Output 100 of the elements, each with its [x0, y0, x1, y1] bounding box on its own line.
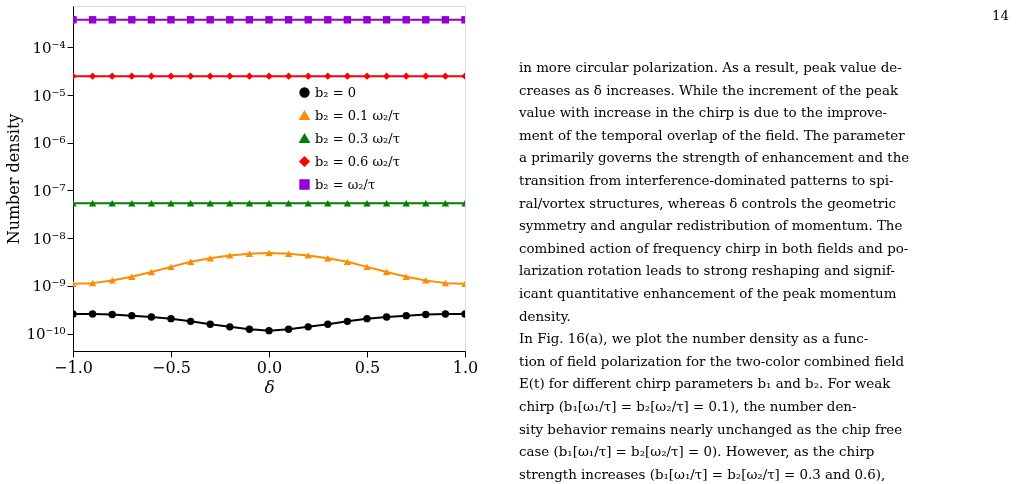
x-tick-label: 1.0 [452, 357, 479, 377]
point [402, 16, 410, 24]
x-tick-label: −1.0 [54, 357, 93, 377]
point [382, 72, 391, 80]
text: icant quantitative enhancement of the peak momentum [519, 286, 897, 301]
text: creases as δ increases. While the increment of the peak [519, 82, 899, 98]
point [226, 252, 234, 259]
y-tick-label: 10⁻⁷ [32, 181, 66, 200]
text: combined action of frequency chirp in both fields and po- [519, 240, 909, 256]
text: case (b₁[ω₁/τ] = b₂[ω₂/τ] = 0). However, as the chirp [519, 444, 875, 460]
point [167, 314, 175, 323]
point [441, 72, 450, 80]
legend-label: b₂ = 0.6 ω₂/τ [315, 153, 400, 169]
y-tick-label: 10⁻¹⁰ [26, 325, 66, 344]
point [363, 263, 371, 271]
point [422, 277, 430, 284]
text: symmetry and angular redistribution of momentum. The [519, 218, 903, 234]
text: ral/vortex structures, whereas δ controls the geometric [519, 195, 896, 211]
point [343, 317, 352, 326]
point [128, 311, 136, 320]
text: strength increases (b₁[ω₁/τ] = b₂[ω₂/τ] = 0.3 and 0.6), [519, 466, 886, 482]
text: tion of field polarization for the two-color combined field [519, 353, 905, 369]
x-tick-label: −0.5 [152, 357, 191, 377]
point [284, 325, 293, 333]
point [186, 317, 195, 326]
point [441, 16, 450, 24]
point [422, 16, 430, 24]
point [186, 258, 195, 265]
text: In Fig. 16(a), we plot the number density as a func- [519, 331, 869, 347]
point [186, 72, 195, 80]
point [284, 72, 293, 80]
y-tick-label: 10⁻⁴ [32, 38, 66, 57]
point [265, 326, 273, 335]
y-tick-label: 10⁻⁶ [32, 134, 66, 153]
point [108, 277, 116, 284]
y-tick-label: 10⁻⁵ [32, 86, 66, 105]
point [343, 72, 352, 80]
point [147, 268, 156, 276]
line-series [73, 249, 465, 288]
point [167, 263, 175, 271]
point [108, 72, 116, 80]
point [226, 323, 234, 331]
point [422, 310, 430, 319]
point [402, 273, 410, 280]
point [147, 72, 156, 80]
point [382, 268, 391, 276]
point [88, 16, 97, 24]
point [324, 320, 332, 328]
point [265, 249, 273, 257]
point [324, 16, 332, 24]
point [402, 72, 410, 80]
point [108, 310, 116, 319]
text: ment of the temporal overlap of the field. The parameter [519, 127, 906, 143]
point [108, 16, 116, 24]
y-tick-label: 10⁻⁸ [32, 229, 66, 248]
point [128, 16, 136, 24]
point [343, 258, 352, 265]
point [245, 250, 254, 258]
point [265, 16, 273, 24]
point [363, 16, 371, 24]
point [167, 16, 175, 24]
point [382, 313, 391, 321]
y-axis-title: Number density [4, 113, 24, 245]
legend-label: b₂ = 0.3 ω₂/τ [315, 130, 400, 146]
text: sity behavior remains nearly unchanged as the chip free [519, 421, 903, 437]
point [245, 16, 254, 24]
text: a primarily governs the strength of enhancement and the [519, 150, 910, 166]
point [88, 72, 97, 80]
text: transition from interference-dominated patterns to spi- [519, 173, 894, 188]
text: larization rotation leads to strong reshaping and signif- [519, 263, 895, 279]
point [441, 310, 450, 318]
point [402, 311, 410, 320]
point [147, 313, 156, 321]
point [88, 310, 97, 318]
point [304, 72, 312, 80]
x-axis-title: δ [264, 376, 275, 397]
y-tick-label: 10⁻⁹ [32, 277, 66, 296]
point [226, 72, 234, 80]
text: 14 [991, 8, 1009, 23]
point [245, 72, 254, 80]
point [206, 320, 214, 328]
legend-label: b₂ = 0 [315, 84, 356, 100]
point [324, 72, 332, 80]
legend-label: b₂ = 0.1 ω₂/τ [315, 107, 400, 123]
text: value with increase in the chirp is due to the improve- [518, 105, 888, 121]
point [304, 16, 312, 24]
point [304, 252, 312, 259]
text: chirp (b₁[ω₁/τ] = b₂[ω₂/τ] = 0.1), the number den- [519, 399, 857, 414]
point [226, 16, 234, 24]
x-tick-label: 0.5 [354, 357, 381, 377]
point [343, 16, 352, 24]
point [363, 314, 371, 323]
point [441, 279, 450, 287]
text: in more circular polarization. As a result, peak value de- [519, 60, 902, 75]
x-tick-label: 0.0 [256, 357, 283, 377]
point [245, 325, 254, 333]
text: E(t) for different chirp parameters b₁ and b₂. For weak [519, 376, 892, 392]
point [206, 72, 214, 80]
legend-label: b₂ = ω₂/τ [315, 176, 376, 192]
point [147, 16, 156, 24]
